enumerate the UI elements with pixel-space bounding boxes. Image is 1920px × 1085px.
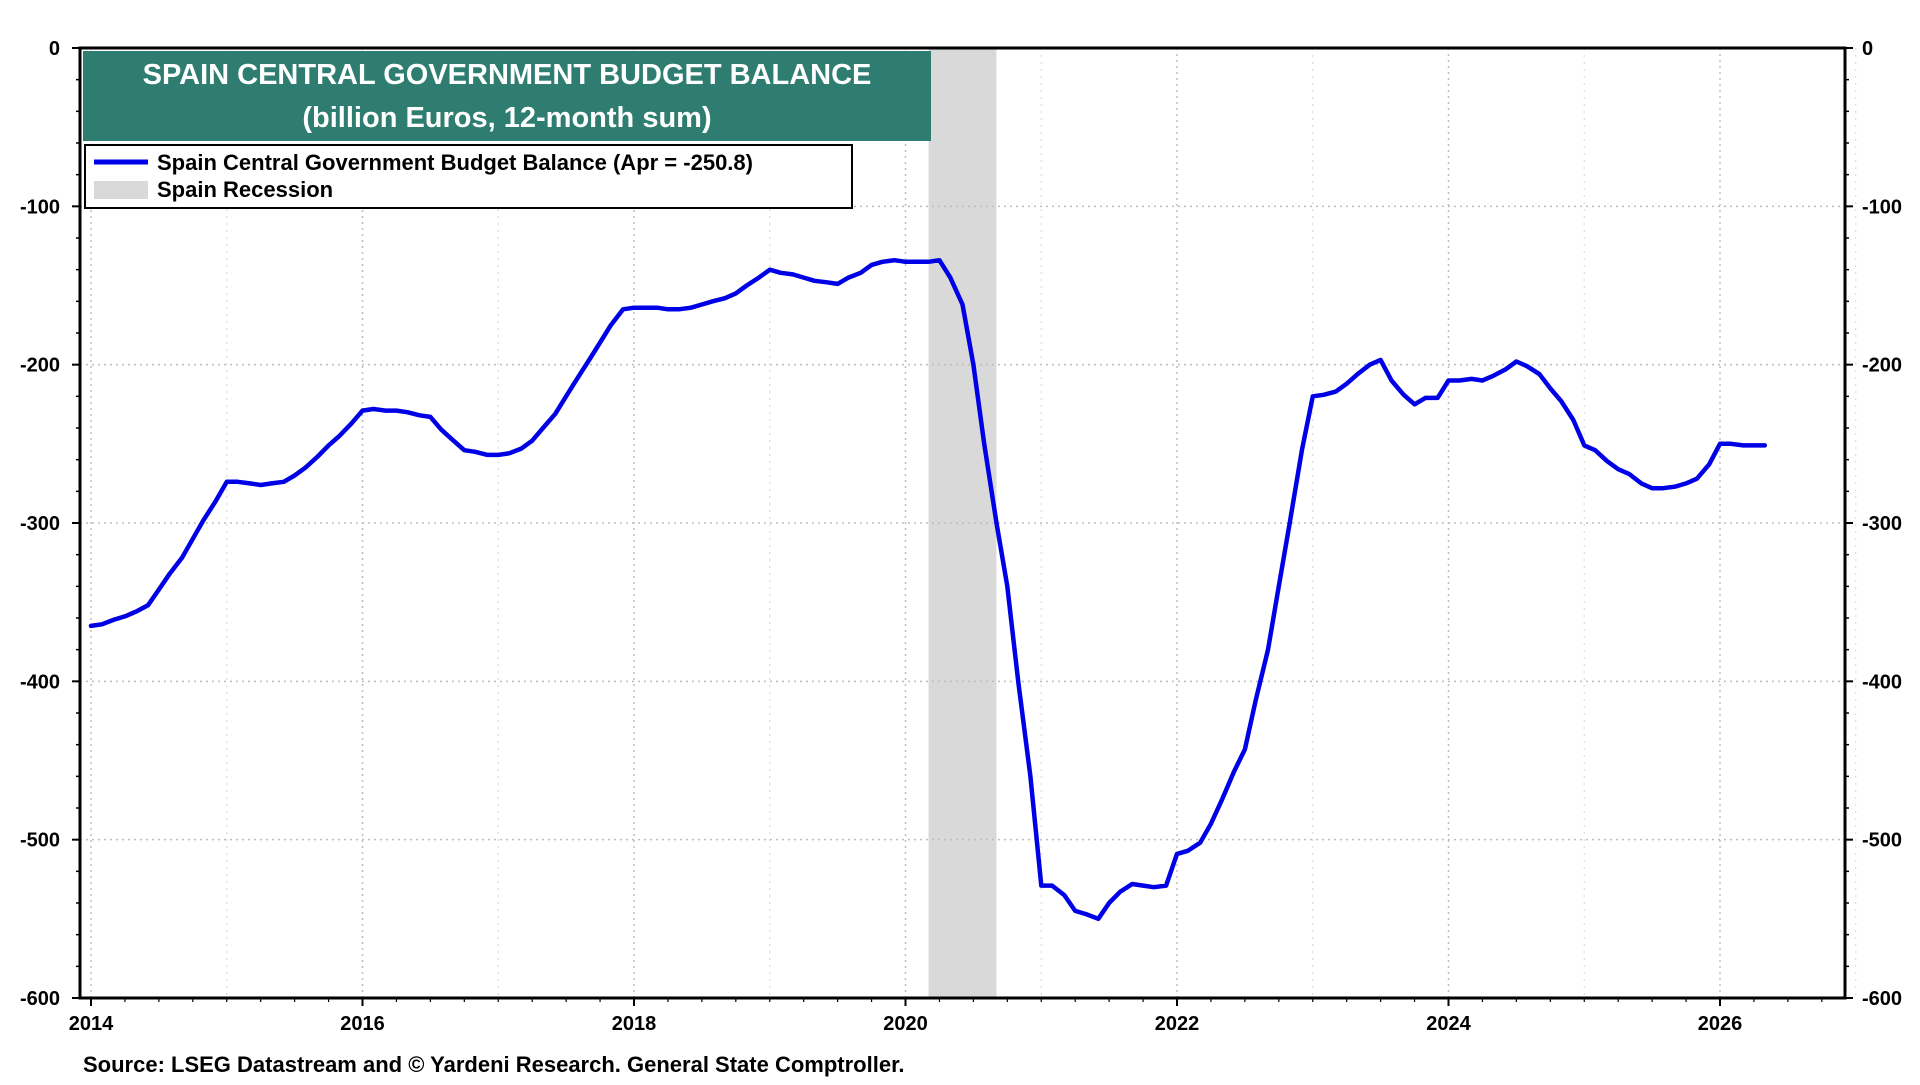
x-tick-label: 2020: [883, 1013, 928, 1035]
series-line-0: [88, 257, 1768, 922]
gridlines: [80, 48, 1857, 998]
x-tick-label: 2018: [612, 1013, 657, 1035]
y-tick-label-left: -100: [20, 196, 60, 218]
y-tick-label-right: -300: [1862, 513, 1902, 535]
title-box: [83, 51, 931, 141]
y-tick-label-right: -100: [1862, 196, 1902, 218]
x-tick-label: 2024: [1426, 1013, 1471, 1035]
chart-title: SPAIN CENTRAL GOVERNMENT BUDGET BALANCE: [143, 59, 872, 91]
y-tick-label-right: 0: [1862, 38, 1873, 60]
y-tick-label-right: -500: [1862, 830, 1902, 852]
legend-box: [84, 144, 853, 209]
x-tick-label: 2016: [340, 1013, 385, 1035]
legend: Spain Central Government Budget Balance …: [84, 144, 853, 209]
legend-label-recession: Spain Recession: [157, 177, 333, 202]
x-tick-label: 2026: [1698, 1013, 1743, 1035]
y-tick-label-left: 0: [49, 38, 60, 60]
legend-label-balance: Spain Central Government Budget Balance …: [157, 150, 753, 175]
y-tick-label-left: -400: [20, 671, 60, 693]
x-tick-label: 2014: [69, 1013, 114, 1035]
y-tick-label-left: -200: [20, 355, 60, 377]
y-tick-label-left: -300: [20, 513, 60, 535]
y-tick-label-right: -400: [1862, 671, 1902, 693]
chart-subtitle: (billion Euros, 12-month sum): [302, 102, 711, 134]
y-tick-label-left: -600: [20, 988, 60, 1010]
x-tick-label: 2022: [1155, 1013, 1200, 1035]
y-tick-label-right: -200: [1862, 355, 1902, 377]
y-tick-label-left: -500: [20, 830, 60, 852]
series-layer: [88, 257, 1768, 922]
legend-band-swatch: [94, 181, 148, 199]
source-note: Source: LSEG Datastream and © Yardeni Re…: [83, 1052, 905, 1077]
axes: 0 0 -100 -100 -200 -200 -300 -300 -400 -400 -500 -5…: [20, 38, 1902, 1035]
y-tick-label-right: -600: [1862, 988, 1902, 1010]
